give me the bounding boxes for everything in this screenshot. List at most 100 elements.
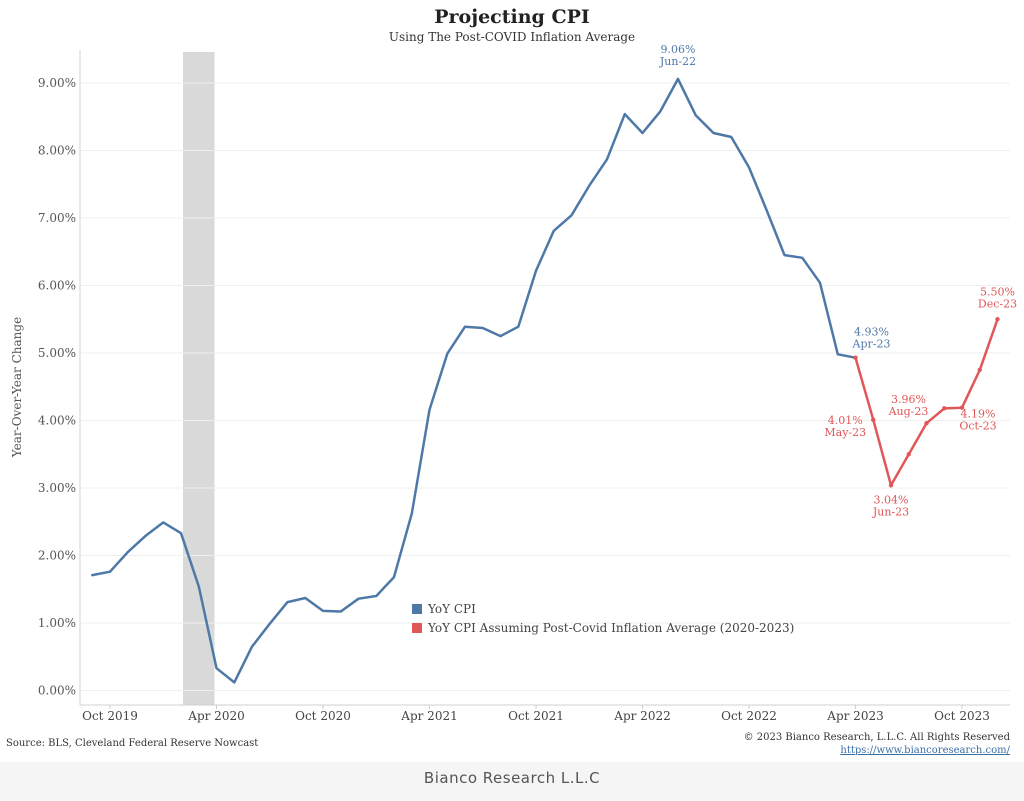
annotation-date: Jun-23 xyxy=(872,505,909,518)
y-tick-label: 0.00% xyxy=(38,684,76,698)
y-tick-label: 6.00% xyxy=(38,279,76,293)
x-tick-label: Apr 2021 xyxy=(400,709,457,723)
data-point xyxy=(712,132,715,134)
y-tick-label: 8.00% xyxy=(38,144,76,158)
data-point xyxy=(109,570,111,573)
annotation-value: 3.96% xyxy=(891,393,926,406)
legend-item-yoy-cpi: YoY CPI xyxy=(412,599,794,618)
data-point xyxy=(942,406,947,411)
chart-subtitle: Using The Post-COVID Inflation Average xyxy=(388,30,636,44)
footer-bar xyxy=(0,762,1024,801)
data-point xyxy=(765,209,768,212)
data-point xyxy=(606,158,608,161)
y-tick-label: 2.00% xyxy=(38,549,76,563)
data-point xyxy=(446,352,449,355)
data-point xyxy=(819,282,821,284)
data-point xyxy=(144,535,147,537)
data-point xyxy=(197,585,200,588)
data-point xyxy=(836,353,839,356)
data-point xyxy=(357,597,360,600)
source-note: Source: BLS, Cleveland Federal Reserve N… xyxy=(6,738,259,749)
data-point xyxy=(535,269,537,272)
annotation-value: 4.01% xyxy=(828,414,863,427)
x-tick-label: Apr 2022 xyxy=(613,709,670,723)
legend-label: YoY CPI Assuming Post-Covid Inflation Av… xyxy=(428,620,795,635)
y-tick-label: 3.00% xyxy=(38,481,76,495)
copyright-note: © 2023 Bianco Research, L.L.C. All Right… xyxy=(743,732,1010,743)
annotation-date: Oct-23 xyxy=(959,420,996,433)
y-tick-label: 7.00% xyxy=(38,211,76,225)
data-point xyxy=(853,355,858,360)
annotation-value: 3.04% xyxy=(874,493,909,506)
recession-shading xyxy=(183,52,215,705)
data-point xyxy=(623,113,626,115)
x-tick-label: Oct 2023 xyxy=(934,709,990,723)
data-point xyxy=(801,257,804,259)
data-point xyxy=(428,408,431,411)
data-point xyxy=(410,512,413,515)
data-point xyxy=(906,452,911,457)
y-tick-label: 5.00% xyxy=(38,346,76,360)
brand-name: Bianco Research L.L.C xyxy=(423,769,601,787)
annotation-date: May-23 xyxy=(824,426,866,439)
data-point xyxy=(977,367,982,373)
data-point xyxy=(268,622,271,625)
data-point xyxy=(959,405,965,410)
data-point xyxy=(783,254,786,256)
series-line-yoy-cpi xyxy=(91,77,857,684)
data-point xyxy=(995,317,1000,322)
website-link[interactable]: https://www.biancoresearch.com/ xyxy=(840,745,1010,756)
annotation-value: 4.19% xyxy=(961,408,996,421)
data-point xyxy=(481,327,484,329)
data-point xyxy=(233,681,236,684)
x-tick-label: Oct 2021 xyxy=(508,709,564,723)
y-tick-label: 1.00% xyxy=(38,616,76,630)
data-point xyxy=(748,166,750,169)
data-point xyxy=(517,325,520,328)
x-tick-label: Apr 2023 xyxy=(826,709,883,723)
legend-label: YoY CPI xyxy=(428,601,476,616)
y-tick-label: 9.00% xyxy=(38,76,76,90)
data-point xyxy=(91,574,94,576)
annotation-value: 5.50% xyxy=(980,285,1015,298)
x-tick-label: Oct 2020 xyxy=(295,709,351,723)
data-point xyxy=(304,597,307,599)
data-point xyxy=(552,230,555,232)
data-point xyxy=(659,110,662,113)
data-point xyxy=(888,483,894,488)
data-point xyxy=(286,601,289,603)
data-point xyxy=(694,114,697,117)
data-point xyxy=(924,421,929,426)
data-point xyxy=(162,521,165,524)
chart-title: Projecting CPI xyxy=(434,6,590,28)
data-point xyxy=(588,184,591,187)
x-tick-label: Oct 2019 xyxy=(82,709,138,723)
legend: YoY CPI YoY CPI Assuming Post-Covid Infl… xyxy=(412,599,794,637)
x-tick-label: Apr 2020 xyxy=(187,709,244,723)
data-point xyxy=(339,610,342,613)
x-tick-label: Oct 2022 xyxy=(721,709,777,723)
data-point xyxy=(871,417,876,423)
cpi-line-chart: 0.00% 1.00% 2.00% 3.00% 4.00% 5.00% 6.00% 7.00%… xyxy=(38,43,1017,723)
annotation-date: Jun-22 xyxy=(659,55,696,68)
annotation-value: 4.93% xyxy=(854,326,889,339)
data-point xyxy=(730,136,733,138)
annotation-date: Apr-23 xyxy=(852,338,891,351)
data-point xyxy=(393,576,395,578)
data-point xyxy=(499,335,502,337)
data-point xyxy=(641,132,644,134)
annotation-date: Dec-23 xyxy=(978,297,1017,310)
data-point xyxy=(570,214,573,217)
data-point xyxy=(322,610,324,612)
data-point xyxy=(251,645,253,648)
data-point xyxy=(180,532,182,535)
legend-item-projection: YoY CPI Assuming Post-Covid Inflation Av… xyxy=(412,618,794,637)
legend-swatch xyxy=(412,622,422,633)
annotation-date: Aug-23 xyxy=(888,405,929,418)
data-point xyxy=(215,667,218,670)
data-point xyxy=(464,325,466,328)
data-point xyxy=(677,78,679,80)
y-tick-label: 4.00% xyxy=(38,414,76,428)
data-point xyxy=(126,551,129,553)
legend-swatch xyxy=(412,603,422,614)
